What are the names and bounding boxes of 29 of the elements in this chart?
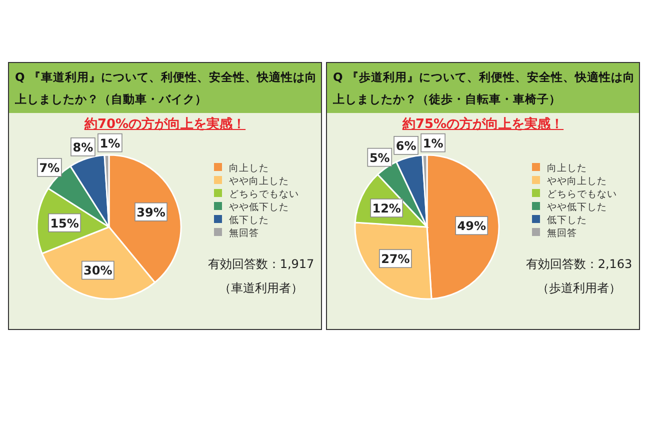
- data-label: 30%: [84, 264, 112, 278]
- legend-label: 低下した: [547, 215, 587, 226]
- legend-label: 向上した: [229, 162, 269, 174]
- legend-label: 無回答: [547, 227, 577, 239]
- legend-label: どちらでもない: [547, 189, 617, 200]
- data-label: 1%: [422, 136, 444, 150]
- data-label: 8%: [72, 140, 94, 154]
- data-label: 27%: [381, 252, 410, 266]
- chart-title: Q 『車道利用』について、利便性、安全性、快適性は向上しましたか？（自動車・バイク）: [9, 63, 321, 113]
- data-label: 1%: [100, 136, 120, 150]
- chart-title: Q 『歩道利用』について、利便性、安全性、快適性は向上しましたか？（徒歩・自転車・車椅子）: [327, 63, 639, 113]
- legend-label: やや低下した: [229, 202, 289, 213]
- legend-label: 無回答: [229, 227, 259, 239]
- text: （歩道利用者）: [537, 281, 621, 295]
- data-label: 15%: [50, 216, 79, 230]
- text: 有効回答数：1,917: [208, 257, 314, 271]
- data-label: 39%: [136, 205, 166, 220]
- legend-label: やや向上した: [547, 175, 607, 187]
- legend-label: どちらでもない: [229, 189, 299, 200]
- text: 有効回答数：2,163: [526, 257, 632, 271]
- data-label: 5%: [369, 150, 390, 165]
- text: （車道利用者）: [219, 281, 303, 295]
- legend-label: やや低下した: [547, 202, 607, 213]
- legend-label: 低下した: [229, 215, 269, 226]
- legend-label: 向上した: [547, 162, 587, 174]
- data-label: 49%: [457, 219, 486, 234]
- legend-label: やや向上した: [229, 175, 289, 187]
- chart-subtitle: 約70%の方が向上を実感！: [83, 116, 247, 133]
- chart-subtitle: 約75%の方が向上を実感！: [401, 116, 565, 133]
